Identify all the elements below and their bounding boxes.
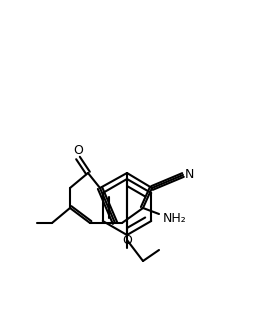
Text: O: O <box>122 234 132 247</box>
Text: O: O <box>73 144 83 157</box>
Text: N: N <box>185 169 194 181</box>
Text: NH₂: NH₂ <box>163 212 187 225</box>
